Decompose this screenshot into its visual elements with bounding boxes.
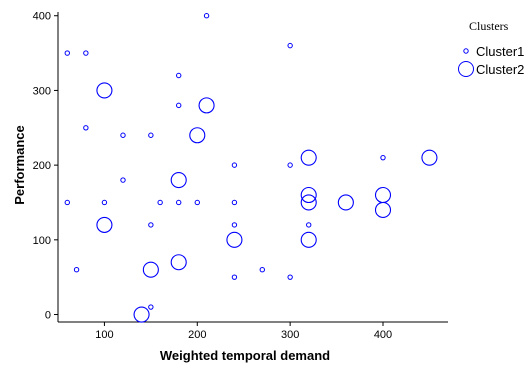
cluster2-point — [300, 231, 317, 248]
cluster2-point — [142, 261, 159, 278]
legend-items: Cluster1 Cluster2 — [458, 44, 524, 77]
cluster1-point — [64, 50, 70, 56]
legend-title: Clusters — [469, 19, 509, 33]
cluster2-point — [96, 216, 113, 233]
cluster1-point — [176, 72, 182, 79]
axes: 100 200 300 400 0 100 200 300 400 — [33, 11, 448, 341]
series-cluster2 — [96, 82, 438, 323]
cluster1-point — [148, 132, 154, 138]
cluster1-point — [73, 267, 80, 273]
cluster1-point — [120, 177, 126, 183]
cluster1-point — [287, 162, 293, 168]
cluster1-point — [101, 199, 108, 206]
y-tick-label: 300 — [33, 85, 51, 97]
y-tick-label: 200 — [33, 160, 51, 172]
cluster1-point — [64, 199, 70, 206]
x-tick-label: 100 — [95, 329, 113, 341]
y-tick-label: 400 — [33, 11, 51, 23]
cluster2-point — [421, 149, 438, 166]
cluster2-point — [300, 186, 317, 204]
cluster2-point — [226, 231, 243, 248]
cluster2-point — [300, 194, 317, 211]
cluster2-point — [374, 186, 392, 204]
x-tick-label: 400 — [374, 329, 392, 341]
cluster1-point — [259, 267, 265, 273]
legend-label-cluster1: Cluster1 — [476, 44, 524, 59]
cluster2-point — [170, 172, 187, 189]
cluster1-point — [306, 222, 312, 228]
cluster1-point — [194, 199, 200, 206]
cluster1-point — [120, 132, 126, 138]
y-axis-title: Performance — [12, 125, 27, 204]
cluster1-point — [231, 222, 238, 228]
cluster2-point — [337, 194, 354, 211]
cluster1-point — [231, 274, 238, 280]
cluster2-point — [189, 127, 206, 144]
y-tick-label: 0 — [45, 310, 51, 322]
cluster1-point — [287, 274, 293, 280]
cluster1-point — [287, 42, 293, 49]
legend-marker-cluster1 — [463, 48, 469, 54]
legend: Clusters Cluster1 Cluster2 — [458, 19, 524, 77]
cluster1-point — [176, 102, 182, 109]
cluster1-point — [203, 13, 210, 19]
cluster1-point — [176, 199, 182, 206]
cluster1-point — [157, 199, 163, 206]
cluster1-point — [380, 154, 386, 161]
data-points — [64, 13, 438, 323]
y-tick-label: 100 — [33, 235, 51, 247]
cluster1-point — [148, 304, 154, 310]
cluster2-point — [198, 97, 215, 114]
legend-marker-cluster2 — [458, 61, 474, 77]
cluster2-point — [133, 306, 150, 323]
cluster1-point — [231, 199, 238, 206]
cluster1-point — [231, 162, 238, 168]
cluster1-point — [83, 125, 89, 131]
x-tick-label: 300 — [281, 329, 299, 341]
cluster2-point — [300, 149, 317, 166]
cluster2-point — [96, 82, 113, 99]
legend-label-cluster2: Cluster2 — [476, 62, 524, 77]
x-axis-title: Weighted temporal demand — [160, 348, 330, 363]
cluster1-point — [148, 222, 154, 228]
cluster2-point — [170, 254, 187, 271]
cluster2-point — [374, 201, 392, 219]
series-cluster1 — [64, 13, 386, 310]
x-tick-label: 200 — [188, 329, 206, 341]
cluster1-point — [83, 50, 89, 56]
